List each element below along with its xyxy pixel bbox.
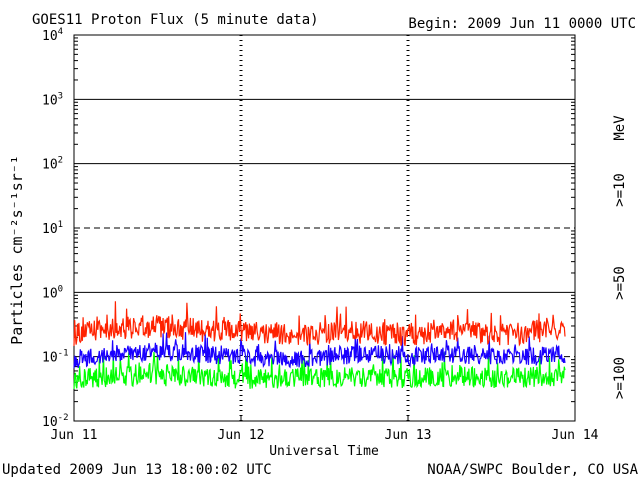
- y-tick-label: 102: [42, 156, 63, 173]
- y-tick-label: 10-1: [42, 349, 69, 366]
- y-tick-label: 10-2: [42, 413, 69, 430]
- x-tick-label: Jun 13: [385, 428, 432, 443]
- legend-ge50: >=50: [612, 266, 628, 300]
- x-tick-labels: Jun 11 Jun 12 Jun 13 Jun 14: [51, 428, 599, 443]
- series-line-ge10: [73, 301, 566, 347]
- legend-unit: MeV: [612, 115, 628, 141]
- updated-label: Updated 2009 Jun 13 18:00:02 UTC: [2, 462, 272, 478]
- begin-label: Begin: 2009 Jun 11 0000 UTC: [408, 16, 636, 32]
- x-tick-label: Jun 11: [51, 428, 98, 443]
- y-axis-label-text: Particles cm⁻²s⁻¹sr⁻¹: [8, 155, 26, 345]
- series-layer: [73, 301, 566, 390]
- day-separators: [73, 35, 576, 421]
- chart-title: GOES11 Proton Flux (5 minute data): [32, 12, 319, 28]
- y-tick-label: 103: [42, 91, 63, 108]
- y-tick-label: 101: [42, 220, 63, 237]
- legend-ge100: >=100: [612, 357, 628, 399]
- x-axis-label: Universal Time: [269, 444, 379, 459]
- y-axis-label: Particles cm⁻²s⁻¹sr⁻¹: [8, 155, 26, 345]
- series-line-ge100: [73, 352, 566, 390]
- y-tick-label: 104: [42, 27, 63, 44]
- credit-label: NOAA/SWPC Boulder, CO USA: [427, 462, 638, 478]
- y-tick-label: 100: [42, 284, 63, 301]
- series-line-ge50: [73, 332, 566, 369]
- legend-ge10: >=10: [612, 173, 628, 207]
- x-tick-label: Jun 14: [552, 428, 599, 443]
- x-tick-label: Jun 12: [218, 428, 265, 443]
- y-tick-labels: 104 103 102 101 100 10-1 10-2: [42, 27, 69, 430]
